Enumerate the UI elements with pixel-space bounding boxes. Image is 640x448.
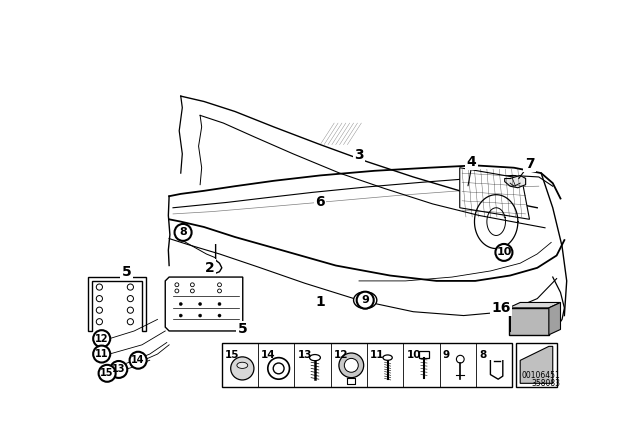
Circle shape	[96, 284, 102, 290]
Text: 00106451: 00106451	[522, 371, 561, 380]
Bar	[222, 343, 513, 387]
Polygon shape	[460, 168, 529, 220]
Circle shape	[218, 314, 221, 317]
Circle shape	[191, 289, 195, 293]
Text: 14: 14	[131, 355, 145, 365]
Ellipse shape	[353, 292, 377, 309]
Text: 12: 12	[95, 334, 108, 344]
Circle shape	[110, 361, 127, 378]
Circle shape	[218, 302, 221, 306]
Polygon shape	[88, 277, 146, 331]
Circle shape	[218, 289, 221, 293]
Circle shape	[179, 314, 182, 317]
Circle shape	[218, 283, 221, 287]
Circle shape	[268, 358, 289, 379]
Text: 10: 10	[406, 350, 421, 360]
Text: 358083: 358083	[531, 379, 561, 388]
Ellipse shape	[237, 362, 248, 368]
Circle shape	[191, 283, 195, 287]
Circle shape	[96, 307, 102, 313]
Polygon shape	[549, 302, 561, 335]
Circle shape	[273, 363, 284, 374]
Bar	[516, 343, 557, 387]
Circle shape	[198, 302, 202, 306]
Circle shape	[456, 355, 464, 363]
Bar	[419, 352, 429, 358]
Circle shape	[175, 283, 179, 287]
Text: 3: 3	[354, 148, 364, 162]
Text: 16: 16	[491, 301, 511, 315]
Circle shape	[93, 330, 110, 347]
Polygon shape	[505, 176, 525, 188]
Text: 11: 11	[95, 349, 108, 359]
Polygon shape	[520, 346, 553, 383]
Circle shape	[175, 289, 179, 293]
Polygon shape	[509, 302, 561, 308]
Circle shape	[356, 292, 374, 309]
Text: 5: 5	[122, 265, 131, 279]
Text: 9: 9	[361, 295, 369, 305]
Circle shape	[495, 244, 513, 261]
Circle shape	[93, 345, 110, 362]
Text: 2: 2	[205, 261, 215, 275]
Circle shape	[127, 319, 134, 325]
Text: 5: 5	[238, 323, 248, 336]
Circle shape	[127, 296, 134, 302]
Circle shape	[344, 358, 358, 372]
Ellipse shape	[310, 354, 321, 361]
Text: 1: 1	[316, 295, 325, 309]
Circle shape	[339, 353, 364, 378]
Text: 11: 11	[370, 350, 385, 360]
Text: 12: 12	[334, 350, 348, 360]
Text: 8: 8	[179, 228, 187, 237]
Circle shape	[127, 307, 134, 313]
Circle shape	[179, 302, 182, 306]
Text: 13: 13	[112, 365, 125, 375]
Bar	[509, 308, 549, 335]
Circle shape	[96, 296, 102, 302]
Circle shape	[99, 365, 116, 382]
Text: 8: 8	[479, 350, 486, 360]
Circle shape	[127, 284, 134, 290]
Text: 6: 6	[316, 194, 325, 209]
Text: 9: 9	[443, 350, 450, 360]
Ellipse shape	[383, 355, 392, 360]
Text: 15: 15	[100, 368, 114, 378]
Text: 10: 10	[496, 247, 511, 258]
Circle shape	[198, 314, 202, 317]
Text: 7: 7	[525, 157, 534, 171]
Polygon shape	[165, 277, 243, 331]
Text: 13: 13	[298, 350, 312, 360]
Text: 4: 4	[467, 155, 476, 168]
Circle shape	[129, 352, 147, 369]
Text: 14: 14	[261, 350, 276, 360]
Circle shape	[96, 319, 102, 325]
Text: 15: 15	[225, 350, 239, 360]
Circle shape	[175, 224, 191, 241]
Circle shape	[230, 357, 254, 380]
